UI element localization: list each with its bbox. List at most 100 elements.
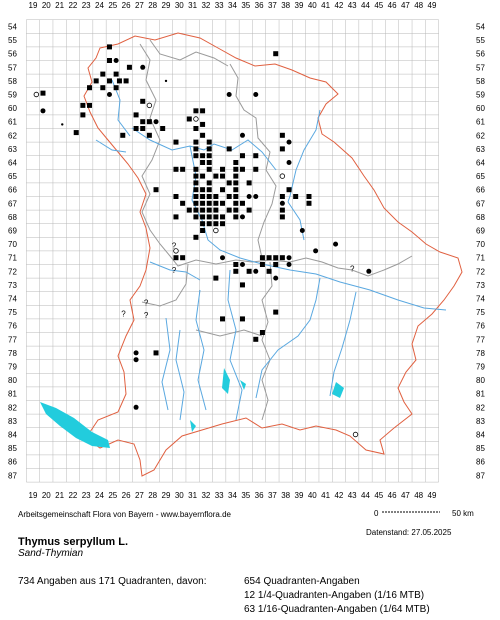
record-open-circle [146, 102, 153, 109]
record-square [220, 200, 226, 206]
x-tick-label: 48 [414, 1, 423, 10]
record-square [126, 64, 132, 70]
record-square [206, 160, 212, 165]
record-square [206, 200, 212, 206]
x-tick-label: 25 [108, 1, 117, 10]
record-square [193, 187, 199, 193]
record-square [206, 214, 212, 220]
x-tick-label: 38 [281, 1, 290, 10]
species-common-name: Sand-Thymian [18, 548, 84, 559]
record-square [120, 132, 126, 138]
y-tick-label: 69 [8, 227, 17, 236]
record-dot [220, 255, 226, 261]
y-tick-label: 60 [476, 104, 485, 113]
record-square [116, 78, 122, 84]
record-square [226, 180, 232, 186]
record-square [87, 102, 93, 108]
question-mark: ? [144, 311, 149, 320]
record-dot [40, 108, 46, 114]
record-dot [253, 92, 259, 97]
record-square [193, 153, 199, 159]
y-tick-label: 75 [8, 308, 17, 317]
y-tick-label: 64 [8, 159, 17, 168]
x-tick-label: 42 [334, 491, 343, 500]
question-mark: ? [172, 266, 177, 275]
record-dot [286, 160, 292, 165]
y-tick-label: 79 [8, 363, 17, 372]
record-square [239, 200, 245, 206]
scale-start-label: 0 [374, 509, 379, 518]
record-square [200, 153, 206, 159]
record-square [193, 108, 199, 114]
record-square [266, 255, 272, 261]
record-open-circle [33, 91, 40, 98]
y-tick-label: 61 [476, 118, 485, 127]
y-tick-label: 75 [476, 308, 485, 317]
y-tick-label: 59 [476, 91, 485, 100]
x-tick-label: 24 [95, 491, 104, 500]
record-square [259, 330, 265, 335]
record-square [279, 146, 285, 152]
record-square [306, 200, 312, 206]
record-square [233, 262, 239, 267]
y-tick-label: 61 [8, 118, 17, 127]
record-dot [113, 58, 119, 63]
y-tick-label: 83 [8, 417, 17, 426]
y-tick-label: 71 [8, 254, 17, 263]
x-tick-label: 20 [42, 1, 51, 10]
record-dot [273, 275, 279, 281]
record-square [200, 214, 206, 220]
y-tick-label: 68 [476, 213, 485, 222]
y-tick-label: 60 [8, 104, 17, 113]
y-tick-label: 56 [8, 50, 17, 59]
record-square [246, 180, 252, 186]
x-tick-label: 37 [268, 491, 277, 500]
record-square [100, 85, 106, 91]
y-tick-label: 57 [8, 63, 17, 72]
record-open-circle [352, 431, 359, 438]
y-tick-label: 65 [8, 172, 17, 181]
record-square [226, 194, 232, 199]
record-square [220, 173, 226, 179]
record-square [279, 255, 285, 261]
y-tick-label: 79 [476, 363, 485, 372]
map-axis-labels: 19 19 20 20 21 21 22 22 23 23 24 24 25 25 26 26 27 27 28 28… [8, 1, 485, 500]
record-dot [239, 214, 245, 220]
record-square [273, 51, 279, 57]
x-tick-label: 38 [281, 491, 290, 500]
record-square [213, 173, 219, 179]
x-tick-label: 20 [42, 491, 51, 500]
stat-sixteenth-quadrant: 63 1/16-Quadranten-Angaben (1/64 MTB) [244, 604, 430, 615]
x-tick-label: 35 [241, 491, 250, 500]
x-tick-label: 19 [29, 1, 38, 10]
record-square [140, 126, 146, 131]
record-dot [106, 92, 112, 97]
y-tick-label: 59 [8, 91, 17, 100]
record-square [206, 166, 212, 172]
y-tick-label: 64 [476, 159, 485, 168]
record-square [246, 207, 252, 213]
record-open-circle [213, 227, 219, 234]
y-tick-label: 82 [8, 403, 17, 412]
y-tick-label: 87 [8, 471, 17, 480]
x-tick-label: 36 [255, 1, 264, 10]
x-tick-label: 19 [29, 491, 38, 500]
record-square [106, 44, 112, 50]
y-tick-label: 63 [476, 145, 485, 154]
y-tick-label: 73 [476, 281, 485, 290]
record-dot [246, 194, 252, 199]
record-square [180, 200, 186, 206]
y-tick-label: 73 [8, 281, 17, 290]
record-dot [286, 262, 292, 267]
record-square [193, 234, 199, 240]
x-tick-label: 22 [68, 1, 77, 10]
y-tick-label: 71 [476, 254, 485, 263]
y-tick-label: 56 [476, 50, 485, 59]
record-square [279, 194, 285, 199]
y-tick-label: 81 [476, 390, 485, 399]
record-square [193, 126, 199, 131]
record-square [233, 160, 239, 165]
question-mark: ? [144, 299, 149, 308]
record-dot [253, 268, 259, 274]
record-square [87, 85, 93, 91]
